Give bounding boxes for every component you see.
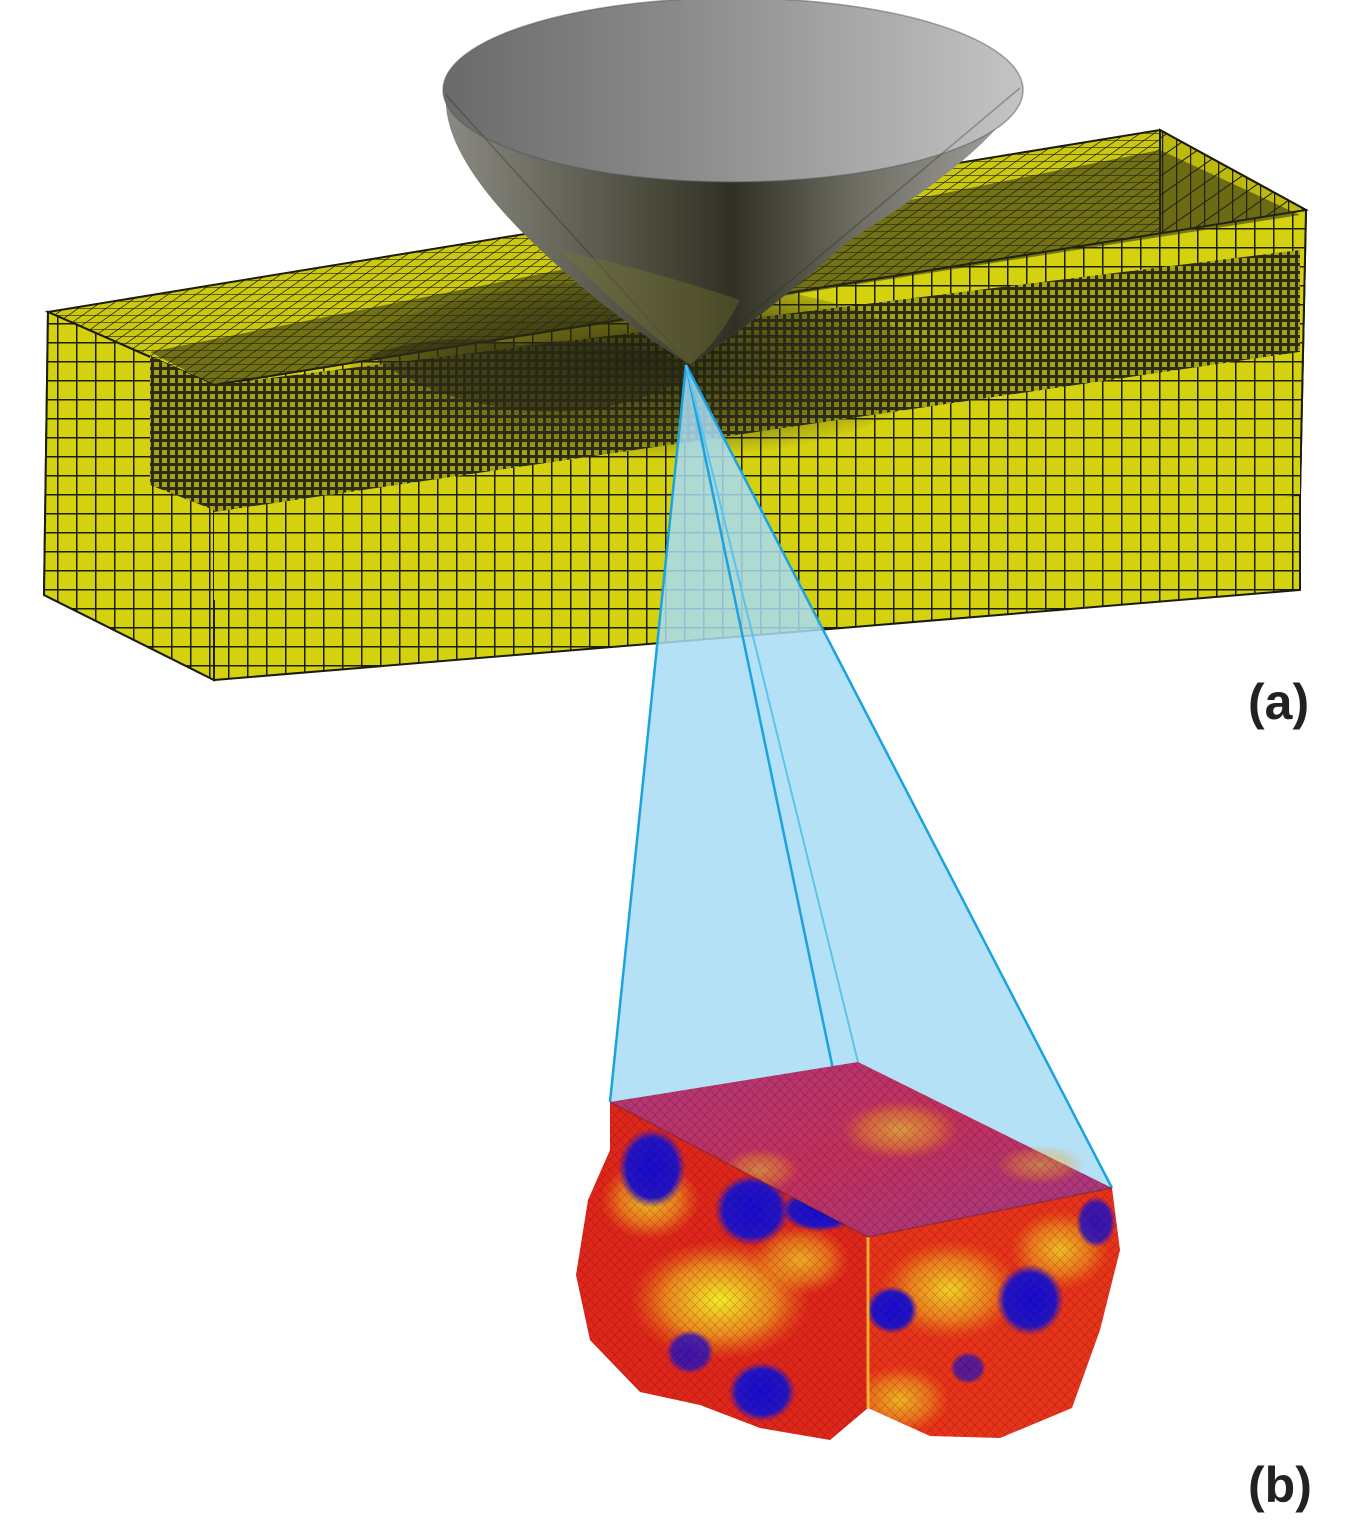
panel-label-a: (a)	[1248, 674, 1310, 730]
polycrystal-rve-block	[576, 1062, 1120, 1440]
panel-label-b: (b)	[1248, 1457, 1312, 1513]
finite-element-mesh-beam	[42, 128, 1310, 682]
conical-indenter-icon	[442, 0, 1024, 367]
